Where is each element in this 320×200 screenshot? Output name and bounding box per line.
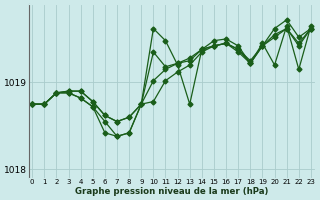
X-axis label: Graphe pression niveau de la mer (hPa): Graphe pression niveau de la mer (hPa) bbox=[75, 187, 268, 196]
